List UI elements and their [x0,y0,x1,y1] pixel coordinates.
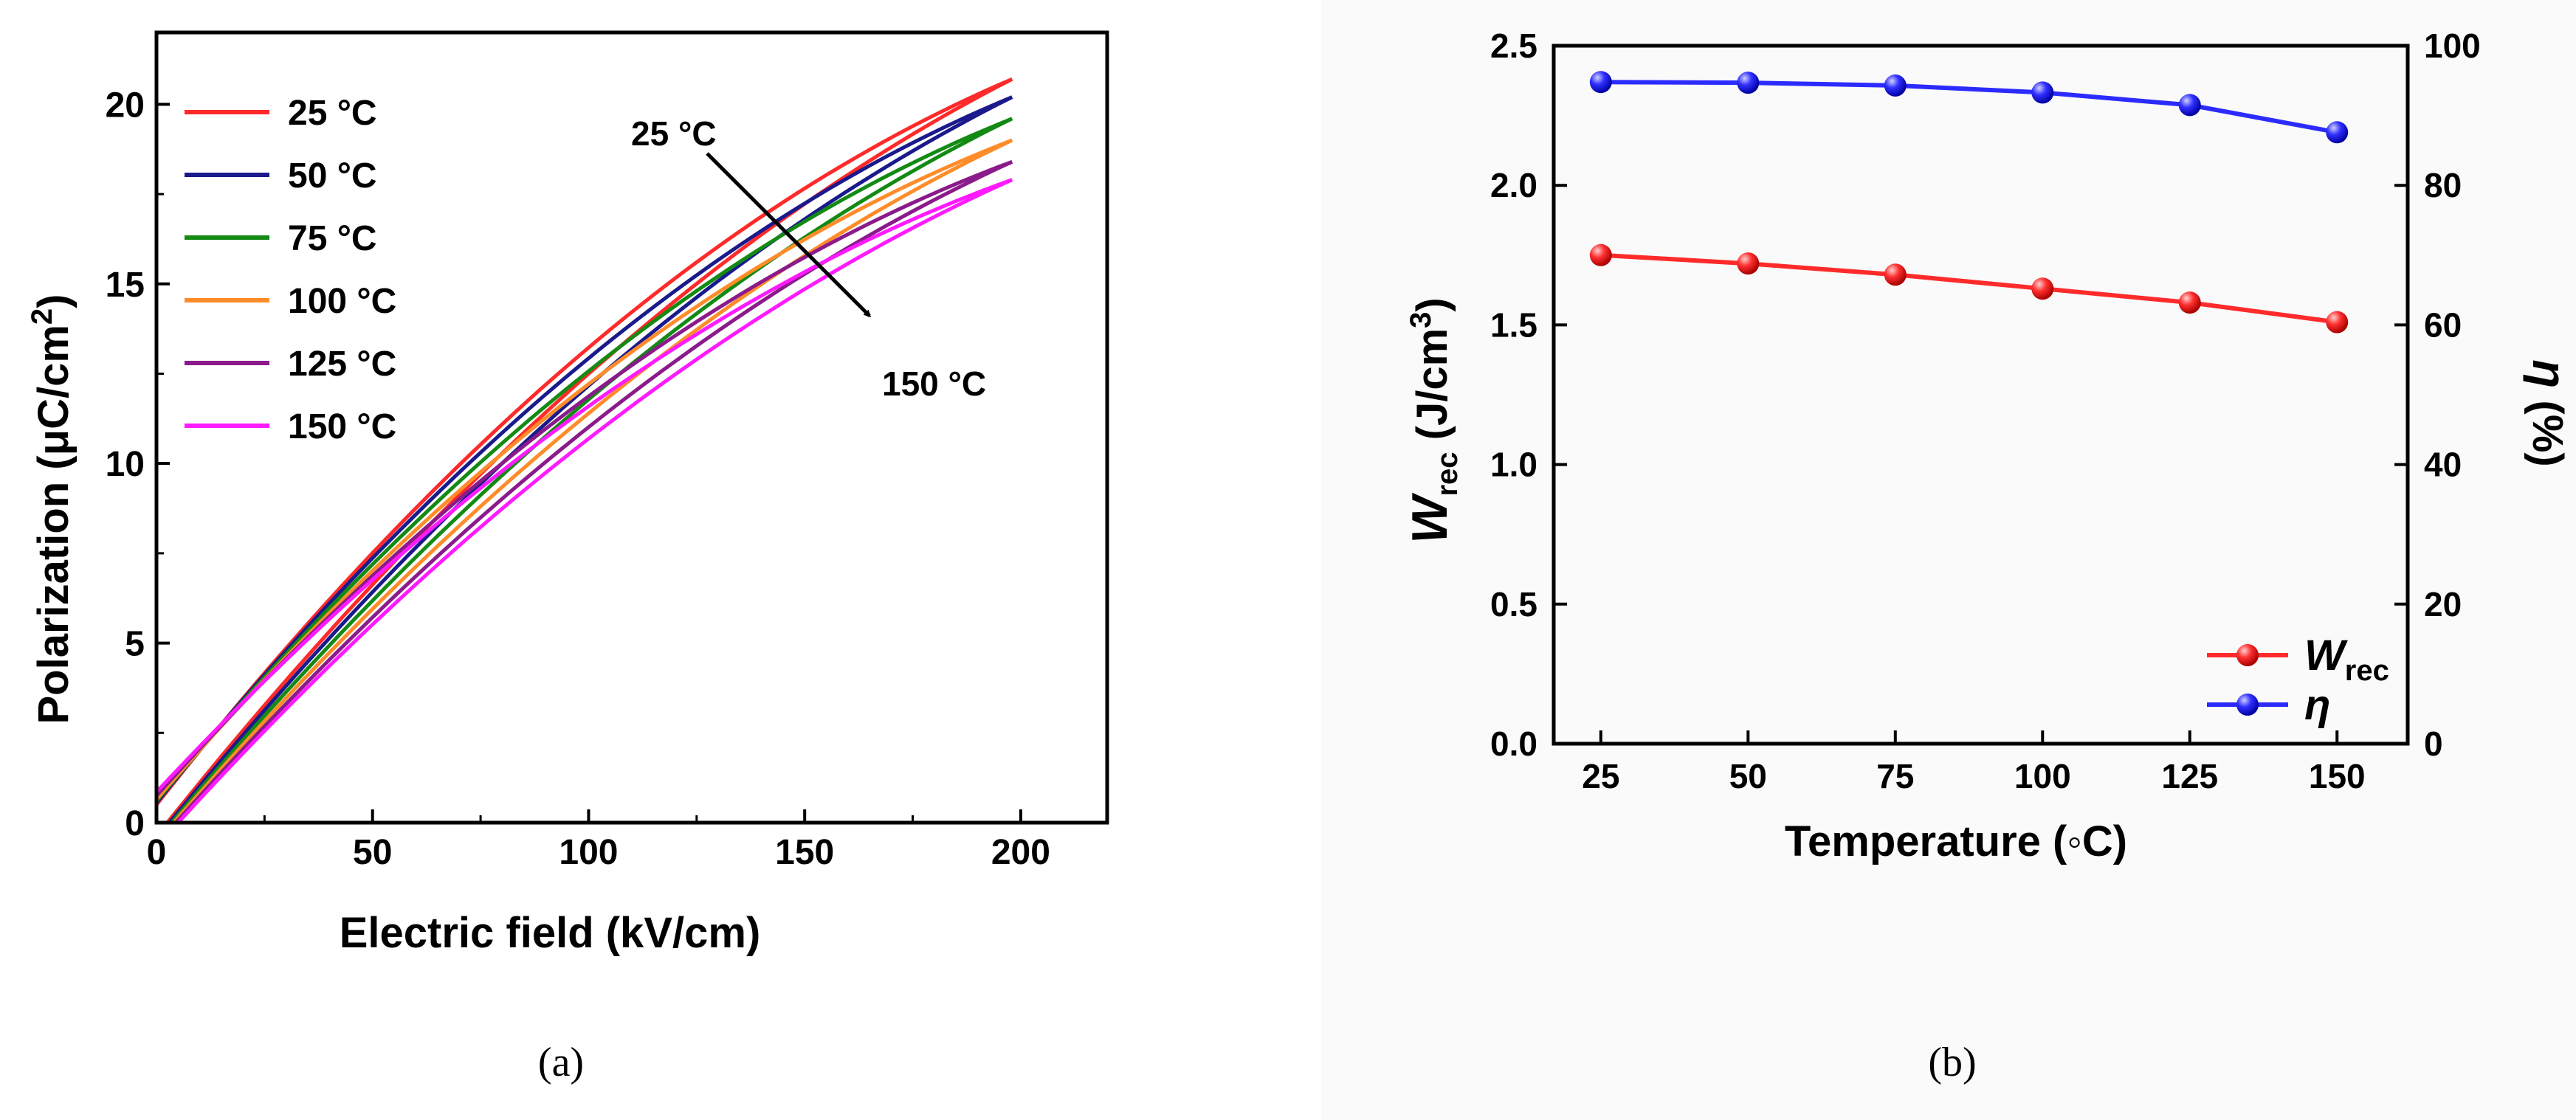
b-point-eta [2031,81,2054,104]
right-title-main: η [2523,359,2576,388]
pe-loop-125c [155,159,1013,824]
panel-a-y-axis-title: Polarization (μC/cm2) [26,294,78,724]
panel-a-caption: (a) [538,1040,584,1085]
x-tick-label: 100 [559,833,618,872]
y-tick-label: 20 [106,86,145,125]
annotation-end-label: 150 °C [882,364,986,403]
left-title-sup: 3 [1405,312,1437,328]
y-title-sup: 2 [26,308,58,325]
b-series-line-wrec [1600,252,2338,325]
b-point-wrec [2031,277,2054,300]
panel-b-x-axis-title: Temperature (◦C) [1785,817,2127,865]
left-title-main: W [1402,492,1458,544]
y-tick-label: 0 [125,804,145,843]
b-x-tick-label: 50 [1729,757,1767,795]
legend-label: 100 °C [288,282,396,321]
right-title-unit: (%) [2524,388,2572,466]
b-point-wrec [1737,252,1760,275]
b-right-tick-label: 80 [2424,166,2462,204]
b-point-wrec [2326,311,2349,333]
panel-b-left-axis-title: Wrec (J/cm3) [1402,297,1464,543]
b-x-tick-label: 100 [2014,757,2071,795]
pe-loop-150c [155,178,1013,824]
panel-b-plot-frame [1552,44,2410,746]
panel-b-right-axis-title: η (%) [2523,359,2576,466]
left-title-unit: (J/cm [1408,328,1456,452]
b-point-eta [1884,74,1907,97]
panel-b: 25 50 75 100 125 150 0.0 0.5 1.0 1.5 2.0 2.5 0 20 40 60… [1402,27,2576,1085]
b-left-tick-label: 0.0 [1490,725,1537,763]
legend-label: 150 °C [288,407,396,446]
b-legend-label: η [2304,681,2330,729]
b-point-eta [2178,94,2201,117]
panel-a-background [0,0,1299,1120]
legend-label: 25 °C [288,94,377,133]
x-tick-label: 0 [147,833,167,872]
b-left-tick-label: 2.5 [1490,27,1537,65]
b-legend-marker [2236,694,2259,716]
left-title-end: ) [1408,297,1456,311]
x-tick-label: 150 [775,833,834,872]
b-right-tick-label: 100 [2424,27,2481,65]
b-point-wrec [2178,291,2201,314]
x-tick-label: 50 [353,833,392,872]
b-point-wrec [1589,243,1612,266]
b-right-tick-label: 40 [2424,446,2462,484]
b-left-tick-label: 1.5 [1490,305,1537,344]
panel-a-ticks: 0 50 100 150 200 0 5 10 15 20 [106,86,1050,872]
pe-loop-100c [155,138,1013,824]
panel-a-plot-frame [154,30,1109,825]
y-tick-label: 15 [106,266,145,305]
y-title-end: ) [30,294,78,308]
b-point-eta [1589,71,1612,94]
b-right-tick-label: 60 [2424,305,2462,344]
panel-b-background [1321,0,2576,1120]
b-series-line-eta [1600,80,2338,135]
legend-label: 125 °C [288,345,396,384]
pe-loop-curves [155,77,1013,824]
y-tick-label: 5 [125,625,145,664]
panel-a: 0 50 100 150 200 0 5 10 15 20 25 °C 50 °C 75 °C 100 … [26,30,1109,1085]
temperature-arrow [706,152,872,318]
b-right-tick-label: 20 [2424,585,2462,623]
panel-b-caption: (b) [1928,1040,1976,1085]
y-tick-label: 10 [106,445,145,484]
b-legend-marker [2236,644,2259,666]
b-legend-label: Wrec [2304,632,2389,687]
panel-b-series [1589,71,2349,333]
panel-a-x-axis-title: Electric field (kV/cm) [340,909,761,957]
b-x-tick-label: 125 [2161,757,2218,795]
legend-label: 75 °C [288,219,377,258]
b-left-tick-label: 2.0 [1490,166,1537,204]
b-left-tick-label: 0.5 [1490,585,1537,623]
y-title-main: Polarization (μC/cm [30,325,78,724]
annotation-start-label: 25 °C [631,114,717,153]
left-title-sub: rec [1431,452,1464,496]
panel-b-ticks: 25 50 75 100 125 150 0.0 0.5 1.0 1.5 2.0 2.5 0 20 40 60… [1490,27,2481,795]
b-right-tick-label: 0 [2424,725,2443,763]
b-x-tick-label: 25 [1582,757,1619,795]
b-x-tick-label: 150 [2309,757,2366,795]
b-point-wrec [1884,263,1907,286]
b-point-eta [2326,121,2349,144]
b-left-tick-label: 1.0 [1490,446,1537,484]
x-tick-label: 200 [991,833,1050,872]
b-x-tick-label: 75 [1876,757,1914,795]
legend-label: 50 °C [288,156,377,196]
b-point-eta [1737,72,1760,94]
panel-a-legend: 25 °C 50 °C 75 °C 100 °C 125 °C 150 °C [185,94,396,446]
pe-loop-75c [155,117,1013,824]
